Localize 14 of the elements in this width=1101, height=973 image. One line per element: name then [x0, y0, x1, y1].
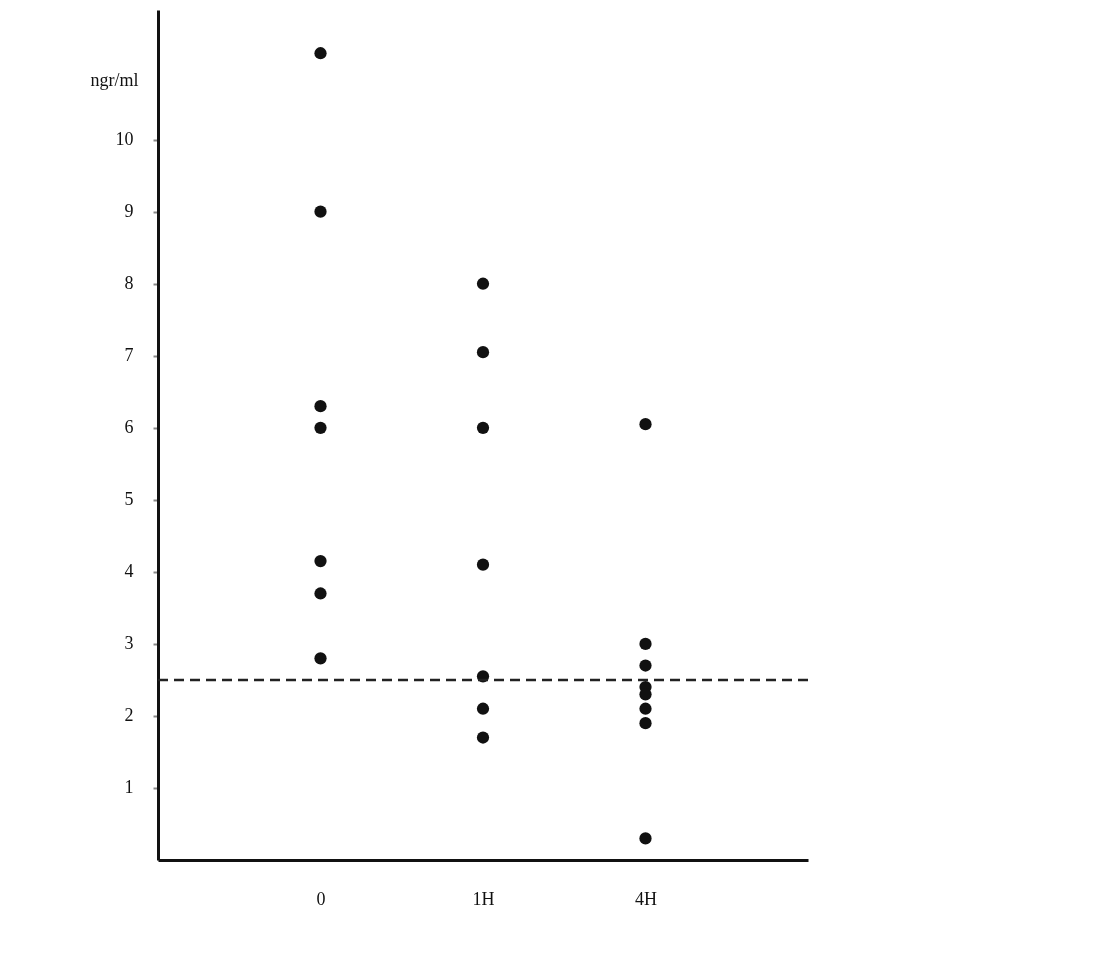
x-tick-label: 0: [316, 888, 326, 909]
y-tick-label: 1: [124, 777, 134, 798]
y-tick-label: 7: [124, 345, 134, 366]
y-axis-title: ngr/ml: [90, 69, 139, 90]
x-tick-label: 1H: [472, 888, 495, 909]
y-tick-label: 6: [124, 417, 134, 438]
y-tick-label: 3: [124, 633, 134, 654]
y-tick-label: 8: [124, 273, 134, 294]
x-tick-label: 4H: [635, 888, 657, 909]
y-tick-label: 9: [124, 201, 134, 222]
y-tick-label: 2: [124, 705, 134, 726]
y-tick-label: 10: [115, 129, 134, 150]
y-tick-label: 5: [124, 489, 134, 510]
y-tick-label: 4: [124, 561, 134, 582]
